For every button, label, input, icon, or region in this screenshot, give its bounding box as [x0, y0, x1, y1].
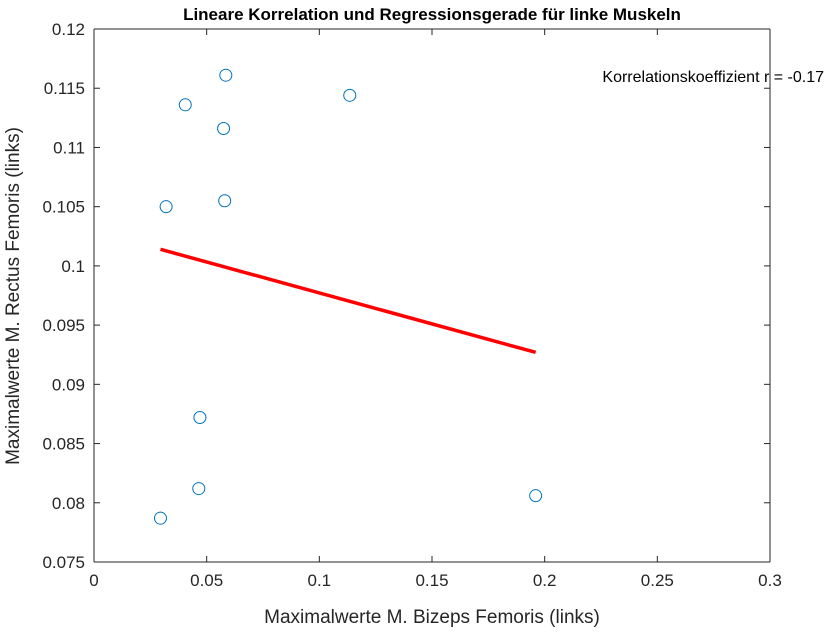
y-axis-label: Maximalwerte M. Rectus Femoris (links) [3, 127, 24, 465]
scatter-point [219, 68, 233, 82]
x-tick-label: 0.25 [641, 571, 674, 590]
scatter-point [217, 121, 231, 135]
x-axis-label: Maximalwerte M. Bizeps Femoris (links) [264, 607, 600, 628]
y-tick-label: 0.085 [42, 435, 85, 454]
plot-area: 0 0.05 0.1 0.15 0.2 0.25 0.3 0.075 0.08 0.085 0.09… [42, 20, 781, 590]
chart-title: Lineare Korrelation und Regressionsgerad… [183, 5, 681, 24]
y-tick-label: 0.11 [53, 138, 85, 157]
y-tick-label: 0.12 [52, 20, 85, 39]
x-tick-label: 0.15 [415, 571, 448, 590]
scatter-point [218, 194, 232, 208]
y-tick-label: 0.09 [52, 375, 85, 394]
y-tick-label: 0.075 [42, 553, 85, 572]
scatter-point [178, 98, 192, 112]
x-tick-label: 0 [89, 571, 98, 590]
y-tick-label: 0.08 [52, 494, 85, 513]
scatter-point [193, 410, 207, 424]
x-tick-label: 0.3 [758, 571, 782, 590]
y-tick-label: 0.105 [42, 198, 85, 217]
y-tick-label: 0.095 [42, 316, 85, 335]
regression-line [160, 247, 537, 355]
x-tick-label: 0.2 [533, 571, 557, 590]
scatter-point [192, 482, 206, 496]
scatter-point [153, 511, 167, 525]
correlation-annotation: Korrelationskoeffizient r = -0.17 [602, 69, 824, 86]
scatter-point [343, 88, 357, 102]
x-tick-label: 0.1 [308, 571, 332, 590]
y-tick-label: 0.115 [44, 79, 85, 98]
x-tick-label: 0.05 [190, 571, 223, 590]
scatter-point [159, 200, 173, 214]
y-tick-label: 0.1 [61, 257, 85, 276]
scatter-point [529, 489, 543, 503]
